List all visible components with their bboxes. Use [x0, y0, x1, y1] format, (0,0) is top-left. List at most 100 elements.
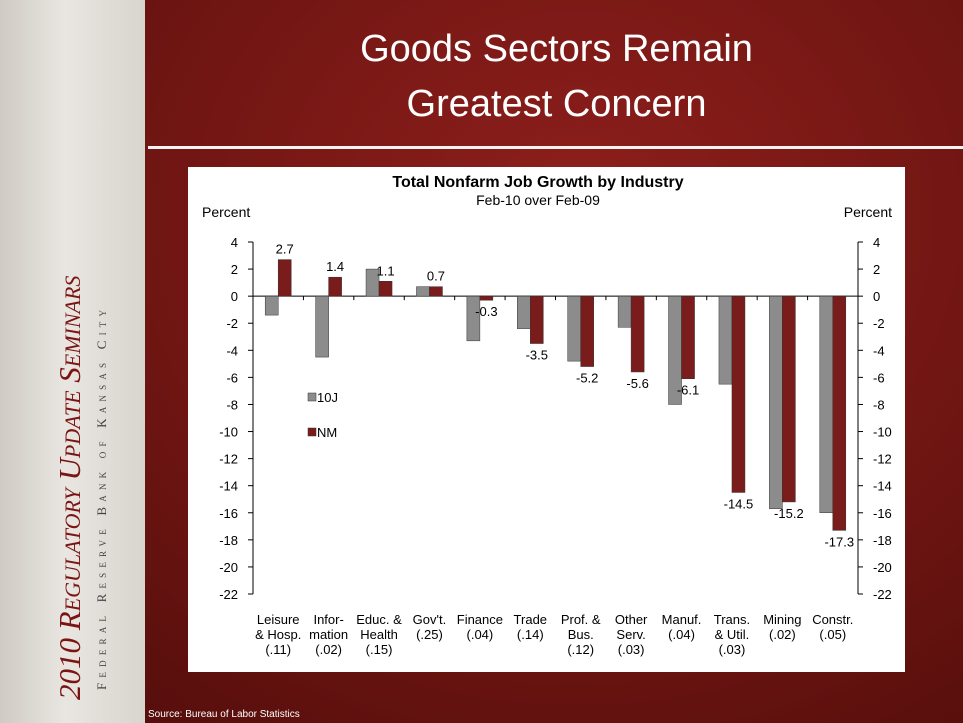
y2-tick-label: -14 — [873, 479, 892, 494]
data-label: 1.4 — [326, 259, 344, 274]
bar — [617, 295, 632, 328]
x-tick-label-line: (.14) — [517, 627, 544, 642]
y2-tick-label: -8 — [873, 397, 885, 412]
x-tick-label-line: (.02) — [769, 627, 796, 642]
y-tick-label: 0 — [231, 289, 238, 304]
bar — [782, 295, 796, 503]
source-note: Source: Bureau of Labor Statistics — [148, 709, 300, 720]
title-line: Greatest Concern — [406, 83, 707, 125]
y2-tick-label: -18 — [873, 533, 892, 548]
x-tick-label-line: (.04) — [467, 627, 494, 642]
y-tick-label: -2 — [226, 316, 238, 331]
x-tick-label-line: mation — [309, 627, 348, 642]
y2-tick-label: -10 — [873, 425, 892, 440]
chart-subtitle: Feb-10 over Feb-09 — [476, 192, 600, 208]
x-tick-label-line: Other — [615, 612, 648, 627]
y-tick-label: -4 — [226, 343, 238, 358]
x-tick-label-line: (.03) — [618, 642, 645, 657]
data-label: -5.6 — [626, 376, 648, 391]
y-tick-label: -22 — [219, 587, 238, 602]
x-tick-label-line: Educ. & — [356, 612, 402, 627]
y-tick-label: -10 — [219, 425, 238, 440]
x-tick-label-line: Serv. — [616, 627, 645, 642]
slide-title: Goods Sectors Remain Greatest Concern — [150, 22, 963, 132]
y-tick-label: -18 — [219, 533, 238, 548]
y2-tick-label: -12 — [873, 452, 892, 467]
y-tick-label: -6 — [226, 370, 238, 385]
data-label: 1.1 — [377, 263, 395, 278]
data-label: -0.3 — [475, 304, 497, 319]
x-tick-label: Constr. (.05) — [812, 612, 853, 642]
x-tick-label-line: Prof. & — [561, 612, 601, 627]
legend-swatch — [307, 392, 317, 402]
x-tick-label: Mining (.02) — [763, 612, 801, 642]
x-tick-label: Trans. & Util. (.03) — [714, 612, 750, 657]
x-tick-label: Infor-mation (.02) — [309, 612, 348, 657]
y2-axis-label: Percent — [844, 204, 892, 220]
sidebar-subtitle: Federal Reserve Bank of Kansas City — [94, 304, 109, 690]
bar — [630, 295, 645, 373]
y2-tick-label: 2 — [873, 262, 880, 277]
x-tick-label-line: & Util. — [715, 627, 750, 642]
y2-tick-label: -22 — [873, 587, 892, 602]
x-tick-label: Gov't. (.25) — [413, 612, 447, 642]
data-label: -6.1 — [677, 383, 699, 398]
x-tick-label-line: (.25) — [416, 627, 443, 642]
y-tick-label: -16 — [219, 506, 238, 521]
x-tick-label-line: (.15) — [366, 642, 393, 657]
legend-label: 10J — [317, 390, 338, 405]
x-tick-label-line: (.03) — [719, 642, 746, 657]
y-tick-label: -20 — [219, 560, 238, 575]
x-tick-label: Other Serv. (.03) — [615, 612, 648, 657]
bar — [328, 276, 342, 297]
bar — [832, 295, 847, 531]
divider — [148, 146, 963, 149]
x-tick-label-line: Bus. — [568, 627, 594, 642]
data-label: -17.3 — [824, 534, 854, 549]
x-tick-label: Trade (.14) — [514, 612, 547, 642]
x-tick-label: Leisure & Hosp. (.11) — [255, 612, 301, 657]
x-tick-label-line: Infor- — [313, 612, 343, 627]
x-tick-label-line: Constr. — [812, 612, 853, 627]
x-tick-label-line: Manuf. — [662, 612, 702, 627]
bar — [530, 295, 544, 344]
y-tick-label: -8 — [226, 397, 238, 412]
x-tick-label-line: (.11) — [265, 642, 291, 657]
data-label: 0.7 — [427, 269, 445, 284]
data-label: 2.7 — [276, 242, 294, 257]
data-label: -3.5 — [526, 348, 548, 363]
bar — [429, 286, 443, 297]
bar — [479, 295, 494, 301]
bar — [264, 295, 279, 316]
y-tick-label: -12 — [219, 452, 238, 467]
data-label: -15.2 — [774, 506, 804, 521]
x-tick-label-line: Trade — [514, 612, 547, 627]
bar — [718, 295, 733, 385]
x-tick-label-line: Health — [360, 627, 398, 642]
legend-swatch — [307, 427, 317, 437]
bar — [580, 295, 594, 367]
chart: Total Nonfarm Job Growth by IndustryFeb-… — [188, 167, 905, 672]
sidebar: 2010 Regulatory Update Seminars Federal … — [0, 0, 145, 723]
bar — [731, 295, 746, 493]
y2-tick-label: -20 — [873, 560, 892, 575]
sidebar-title: 2010 Regulatory Update Seminars — [52, 275, 87, 700]
data-label: -14.5 — [724, 496, 754, 511]
y-axis-label: Percent — [202, 204, 250, 220]
data-label: -5.2 — [576, 371, 598, 386]
bar — [567, 295, 581, 362]
x-tick-label: Prof. & Bus. (.12) — [561, 612, 601, 657]
y2-tick-label: -4 — [873, 343, 885, 358]
bar — [416, 286, 430, 297]
x-tick-label-line: (.02) — [315, 642, 342, 657]
x-tick-label-line: & Hosp. — [255, 627, 301, 642]
x-tick-label: Educ. & Health (.15) — [356, 612, 402, 657]
y-tick-label: -14 — [219, 479, 238, 494]
legend-label: NM — [317, 425, 337, 440]
x-tick-label-line: Trans. — [714, 612, 750, 627]
x-tick-label-line: (.04) — [668, 627, 695, 642]
x-tick-label-line: Finance — [457, 612, 503, 627]
bar — [378, 281, 393, 297]
bar — [277, 259, 292, 297]
